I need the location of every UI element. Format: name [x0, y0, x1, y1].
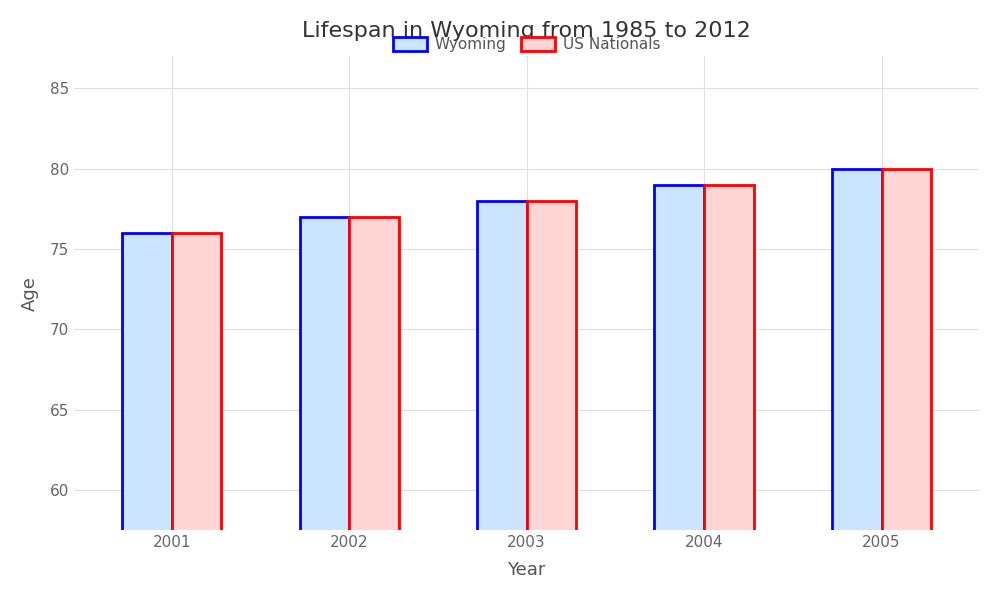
- Bar: [122, 233, 172, 600]
- Y-axis label: Age: Age: [21, 276, 39, 311]
- X-axis label: Year: Year: [507, 561, 546, 579]
- Bar: [527, 201, 576, 600]
- Title: Lifespan in Wyoming from 1985 to 2012: Lifespan in Wyoming from 1985 to 2012: [302, 21, 751, 41]
- Bar: [477, 201, 527, 600]
- Bar: [832, 169, 882, 600]
- Bar: [300, 217, 349, 600]
- Bar: [704, 185, 754, 600]
- Bar: [172, 233, 221, 600]
- Bar: [349, 217, 399, 600]
- Legend: Wyoming, US Nationals: Wyoming, US Nationals: [387, 31, 666, 58]
- Bar: [882, 169, 931, 600]
- Bar: [654, 185, 704, 600]
